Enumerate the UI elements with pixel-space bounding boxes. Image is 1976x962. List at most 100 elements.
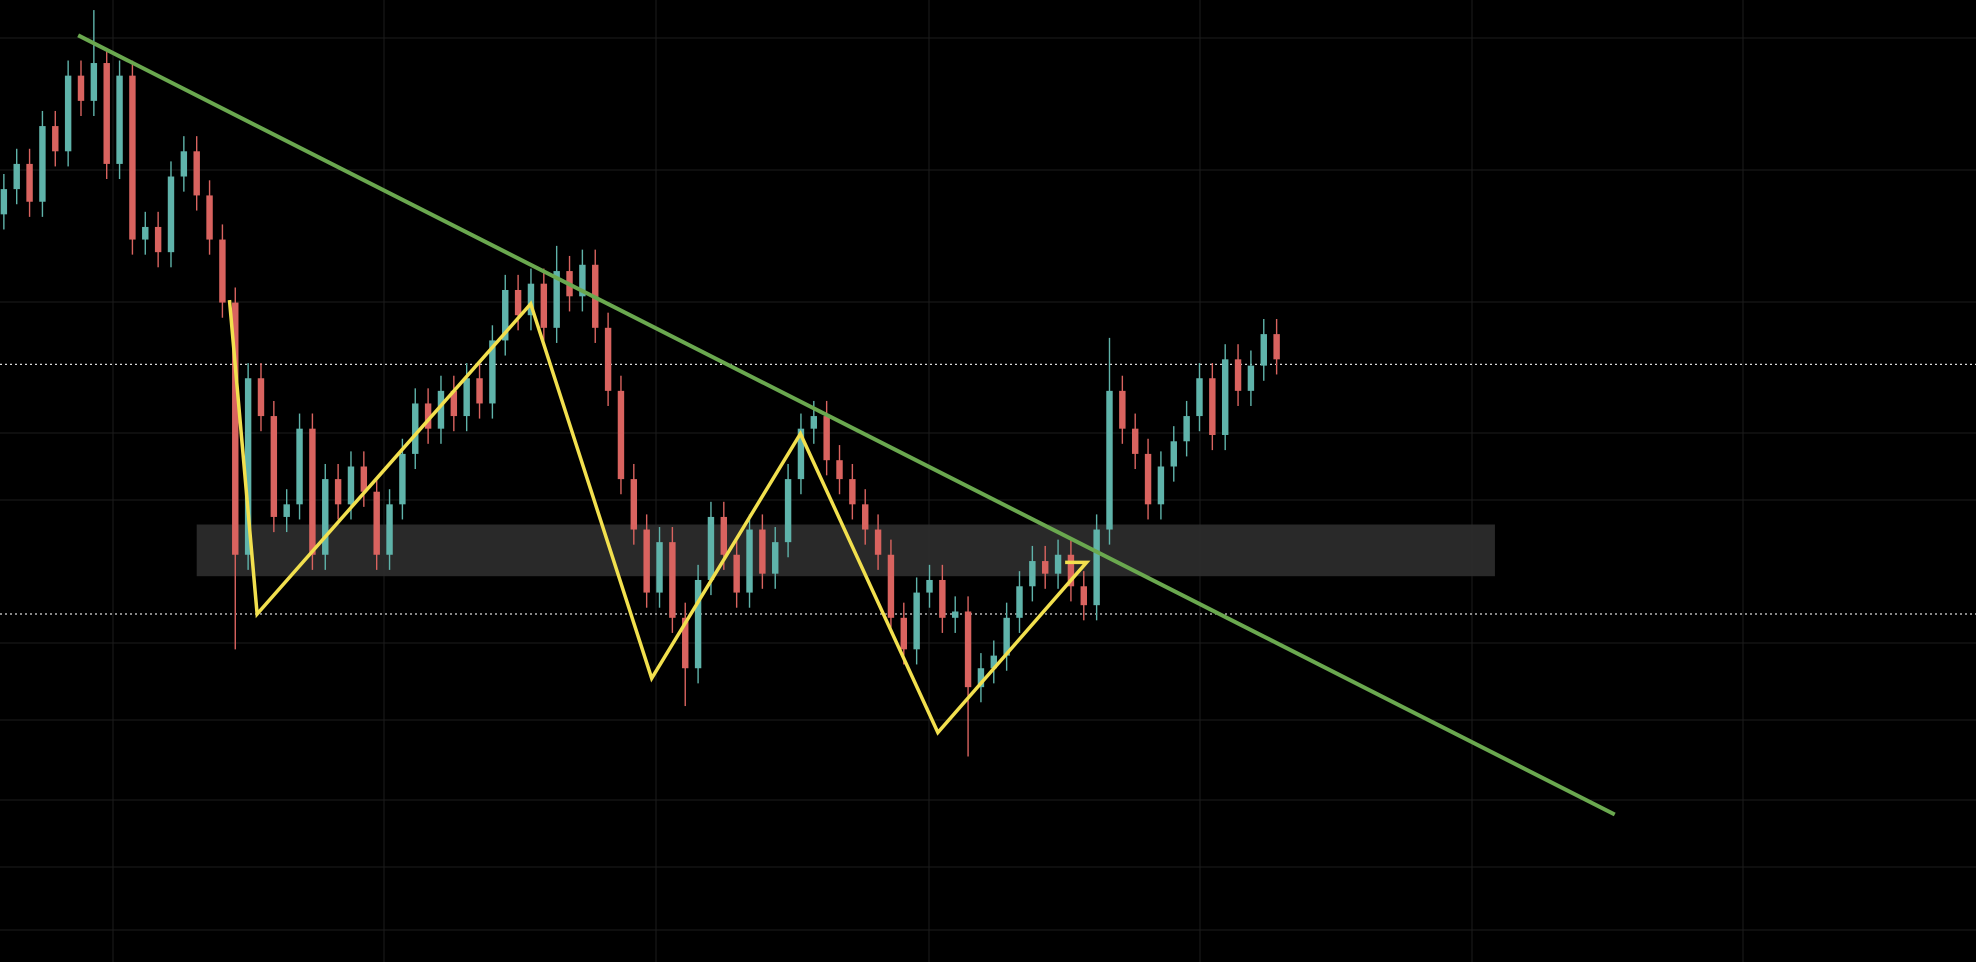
candle-body [463, 378, 470, 417]
candle-body [180, 151, 188, 177]
candle-body [990, 655, 997, 669]
candle-body [257, 378, 265, 417]
candle-body [77, 75, 85, 101]
candle-body [193, 151, 200, 196]
candle-body [900, 617, 908, 650]
candle-body [39, 126, 46, 202]
candle-body [1016, 586, 1023, 618]
candle-body [116, 75, 123, 164]
candle-body [759, 529, 766, 574]
candle-body [322, 479, 329, 555]
candle-body [952, 611, 959, 618]
candle-body [1209, 378, 1216, 435]
candle-body [52, 126, 59, 152]
candle-body [694, 579, 702, 669]
zigzag [227, 299, 1091, 736]
candle-body [926, 579, 933, 593]
candle-body [309, 428, 316, 555]
candle-body [514, 289, 522, 316]
candle-body [874, 529, 882, 555]
candle-body [772, 542, 779, 574]
candle-body [270, 416, 278, 517]
candle-body [669, 542, 676, 618]
candle-body [1093, 529, 1100, 606]
candle-body [836, 460, 843, 480]
candle-body [1003, 617, 1010, 656]
candle-body [489, 340, 496, 404]
candle-body [206, 195, 213, 240]
candle-body [784, 479, 792, 543]
candle-body [1131, 428, 1139, 454]
candle-body [232, 302, 239, 555]
candle-body [1080, 586, 1087, 606]
candle-body [604, 327, 612, 391]
candle-body [437, 390, 445, 429]
candle-body [334, 479, 342, 505]
candle-body [746, 529, 753, 593]
candle-body [1119, 390, 1126, 429]
candle-body [412, 403, 419, 454]
candle-body [540, 283, 548, 328]
candle-body [707, 516, 715, 580]
candle-body [1234, 359, 1242, 391]
candle-body [90, 63, 98, 101]
candle-body [476, 378, 483, 404]
candle-body [1183, 416, 1190, 442]
candle-body [1221, 359, 1229, 435]
candle-body [399, 453, 406, 505]
candle-body [797, 428, 805, 480]
candle-body [977, 668, 985, 688]
candle-body [450, 390, 458, 417]
candle-body [579, 264, 586, 297]
candle-body [502, 289, 509, 341]
candle-body [1029, 561, 1036, 587]
candle-body [64, 75, 72, 152]
candle-body [1260, 334, 1267, 366]
candle-body [244, 378, 252, 555]
candle-body [630, 479, 638, 530]
candle-body [527, 283, 535, 316]
candle-body [1144, 453, 1152, 505]
candle-body [1054, 554, 1062, 574]
candle-body [13, 163, 20, 190]
candle-body [964, 611, 972, 688]
candle-body [167, 176, 175, 253]
candle-body [823, 416, 830, 461]
candle-body [643, 529, 650, 593]
candle-body [1041, 561, 1049, 574]
candle-body [424, 403, 432, 429]
candle-body [154, 226, 162, 253]
candle-body [887, 554, 895, 618]
candle-body [913, 592, 920, 650]
trendline [77, 33, 1616, 817]
candle-body [1247, 365, 1255, 391]
candle-body [682, 617, 689, 669]
candle-body [849, 479, 856, 505]
candle-body [1170, 441, 1177, 467]
candle-body [219, 239, 226, 303]
candle-body [360, 466, 368, 492]
candle-body [1157, 466, 1165, 505]
candle-body [810, 416, 818, 429]
candle-body [862, 504, 869, 530]
candle-body [939, 579, 946, 618]
candle-body [373, 491, 380, 555]
candle-body [720, 516, 728, 555]
candle-body [1067, 554, 1075, 587]
candle-body [0, 189, 8, 215]
candle-body [1273, 334, 1280, 360]
candle-body [386, 504, 393, 555]
candle-body [1106, 390, 1113, 530]
candle-body [296, 428, 303, 505]
candle-body [656, 542, 663, 593]
candle-body [26, 163, 33, 202]
candle-body [1196, 378, 1203, 417]
candle-body [347, 466, 355, 505]
candle-body [733, 554, 740, 593]
candle-body [617, 390, 625, 480]
candle-body [129, 75, 136, 240]
